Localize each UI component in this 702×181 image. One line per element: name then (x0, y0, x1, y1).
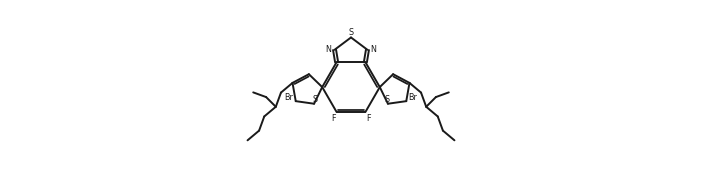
Text: Br: Br (284, 93, 293, 102)
Text: N: N (326, 45, 331, 54)
Text: Br: Br (409, 93, 418, 102)
Text: S: S (312, 95, 317, 104)
Text: F: F (366, 114, 371, 123)
Text: S: S (348, 28, 354, 37)
Text: S: S (385, 95, 390, 104)
Text: F: F (331, 114, 336, 123)
Text: N: N (371, 45, 376, 54)
